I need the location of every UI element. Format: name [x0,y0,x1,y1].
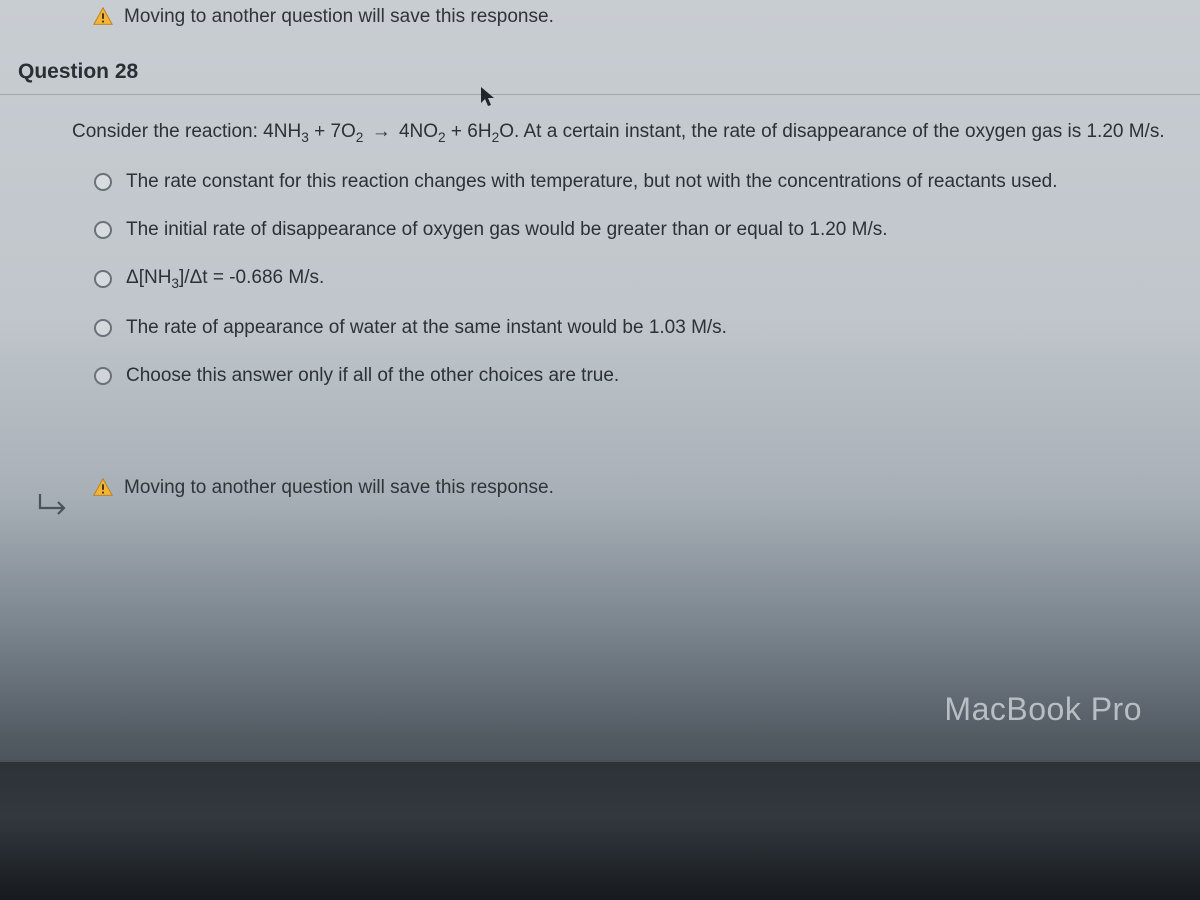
radio-icon[interactable] [94,367,112,385]
radio-icon[interactable] [94,221,112,239]
option-text: The rate constant for this reaction chan… [126,171,1058,193]
option-5[interactable]: Choose this answer only if all of the ot… [94,365,1182,387]
question-title: Question 28 [0,42,1200,95]
radio-icon[interactable] [94,319,112,337]
question-block: Consider the reaction: 4NH3 + 7O2 → 4NO2… [0,121,1200,387]
warning-icon [92,6,114,28]
warning-text: Moving to another question will save thi… [124,6,554,28]
warning-banner-bottom: Moving to another question will save thi… [0,477,1200,499]
option-text: The initial rate of disappearance of oxy… [126,219,888,241]
option-2[interactable]: The initial rate of disappearance of oxy… [94,219,1182,241]
return-arrow-icon [34,490,72,518]
radio-icon[interactable] [94,173,112,191]
laptop-base [0,760,1200,900]
stem-prefix: Consider the reaction: [72,121,263,142]
mouse-cursor-icon [480,86,496,108]
option-text: The rate of appearance of water at the s… [126,317,727,339]
warning-icon [92,477,114,499]
reaction-equation: 4NH3 + 7O2 → 4NO2 + 6H2O [263,121,514,142]
option-3[interactable]: Δ[NH3]/Δt = -0.686 M/s. [94,267,1182,291]
option-text: Δ[NH3]/Δt = -0.686 M/s. [126,267,324,291]
stem-suffix: . At a certain instant, the rate of disa… [514,121,1165,142]
radio-icon[interactable] [94,270,112,288]
option-4[interactable]: The rate of appearance of water at the s… [94,317,1182,339]
warning-banner-top: Moving to another question will save thi… [0,0,1200,42]
warning-text: Moving to another question will save thi… [124,477,554,499]
option-text: Choose this answer only if all of the ot… [126,365,619,387]
device-label: MacBook Pro [944,691,1142,728]
question-stem: Consider the reaction: 4NH3 + 7O2 → 4NO2… [72,121,1182,145]
option-1[interactable]: The rate constant for this reaction chan… [94,171,1182,193]
answer-options: The rate constant for this reaction chan… [72,171,1182,387]
